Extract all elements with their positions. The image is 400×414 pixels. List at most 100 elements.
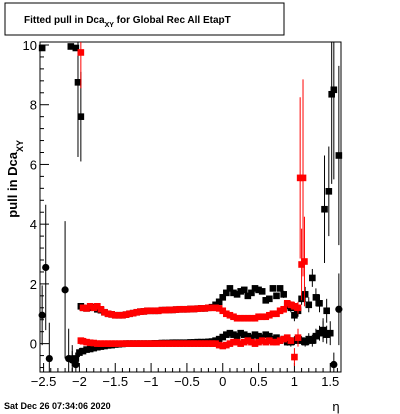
data-point <box>119 311 126 319</box>
data-point <box>194 340 201 347</box>
data-point <box>266 332 273 340</box>
data-point <box>266 337 273 344</box>
data-point <box>291 337 298 344</box>
data-point <box>104 310 112 318</box>
data-point <box>294 334 302 341</box>
data-point <box>119 340 126 347</box>
data-point <box>90 344 98 352</box>
data-point <box>258 337 266 344</box>
data-point <box>115 311 123 319</box>
data-point <box>237 314 244 322</box>
x-tick-label: 0.5 <box>250 374 268 389</box>
data-point <box>154 340 162 347</box>
data-point <box>262 331 270 338</box>
data-point <box>79 337 87 345</box>
data-point <box>226 340 234 347</box>
data-point <box>305 335 313 343</box>
data-point <box>335 305 343 313</box>
data-point <box>219 294 227 301</box>
data-point <box>230 331 237 338</box>
data-point <box>90 339 98 347</box>
data-point <box>291 311 298 319</box>
data-point <box>233 332 241 340</box>
data-point <box>276 307 284 315</box>
data-point <box>144 307 151 315</box>
data-point <box>321 205 328 213</box>
data-point <box>97 340 105 347</box>
data-point <box>111 311 119 319</box>
y-tick-label: 0 <box>30 337 37 352</box>
data-point <box>77 49 85 56</box>
data-point <box>165 306 173 314</box>
data-point <box>108 340 115 347</box>
data-point <box>273 338 280 346</box>
data-point <box>79 304 87 312</box>
data-point <box>183 305 191 313</box>
data-point <box>276 337 284 344</box>
data-point <box>298 261 305 268</box>
data-point <box>316 329 323 337</box>
data-point <box>194 305 201 312</box>
data-point <box>104 340 112 347</box>
data-point <box>205 340 212 347</box>
data-point <box>215 305 223 312</box>
data-point <box>86 345 94 353</box>
data-point <box>255 338 262 346</box>
data-point <box>86 302 94 310</box>
data-point <box>133 308 141 316</box>
data-point <box>151 340 158 347</box>
x-axis-label: η <box>332 399 339 414</box>
data-point <box>330 86 338 94</box>
data-point <box>233 338 241 346</box>
data-point <box>226 329 234 337</box>
svg-text:pull in DcaXY: pull in DcaXY <box>5 140 25 218</box>
data-point <box>262 338 270 346</box>
data-point <box>280 335 287 343</box>
series-2 <box>38 204 343 372</box>
data-point <box>240 314 248 322</box>
data-point <box>255 332 262 340</box>
data-point <box>208 340 216 347</box>
data-point <box>97 305 105 313</box>
data-point <box>276 285 284 292</box>
data-point <box>158 340 166 347</box>
data-point <box>269 285 277 292</box>
x-tick-label: −1 <box>144 374 159 389</box>
y-tick-label: 6 <box>30 157 37 172</box>
data-point <box>72 360 80 369</box>
title-box: Fitted pull in DcaXY for Global Rec All … <box>4 2 285 36</box>
data-point <box>273 310 280 318</box>
data-point <box>42 263 50 272</box>
data-point <box>140 340 148 347</box>
data-point <box>230 289 237 297</box>
axis-ticks: −2.5 −2 −1.5 −1 −0.5 0 0.5 1 1.5 0 2 4 6 8 10 <box>23 38 340 389</box>
data-point <box>79 347 87 355</box>
data-point <box>251 340 259 347</box>
data-point <box>180 305 187 313</box>
data-point <box>291 302 298 310</box>
data-point <box>83 346 90 353</box>
y-axis-label-sub: XY <box>15 140 25 152</box>
plot-frame <box>39 41 342 373</box>
data-point <box>244 337 252 344</box>
chart-title: Fitted pull in Dca <box>24 15 105 26</box>
data-point <box>240 286 248 294</box>
data-point <box>90 304 98 312</box>
data-point <box>230 313 237 321</box>
data-point <box>258 288 266 295</box>
data-point <box>212 304 219 312</box>
data-point <box>83 305 90 312</box>
data-point <box>201 305 209 312</box>
data-point <box>244 292 252 300</box>
data-point <box>305 301 313 309</box>
data-point <box>223 331 230 338</box>
data-point <box>258 313 266 321</box>
data-point <box>240 338 248 346</box>
data-point <box>38 311 46 319</box>
data-point <box>176 340 184 347</box>
data-point <box>172 306 180 313</box>
data-point <box>262 297 270 304</box>
x-tick-label: −1.5 <box>102 374 128 389</box>
data-point <box>291 353 298 361</box>
data-point <box>38 44 46 52</box>
